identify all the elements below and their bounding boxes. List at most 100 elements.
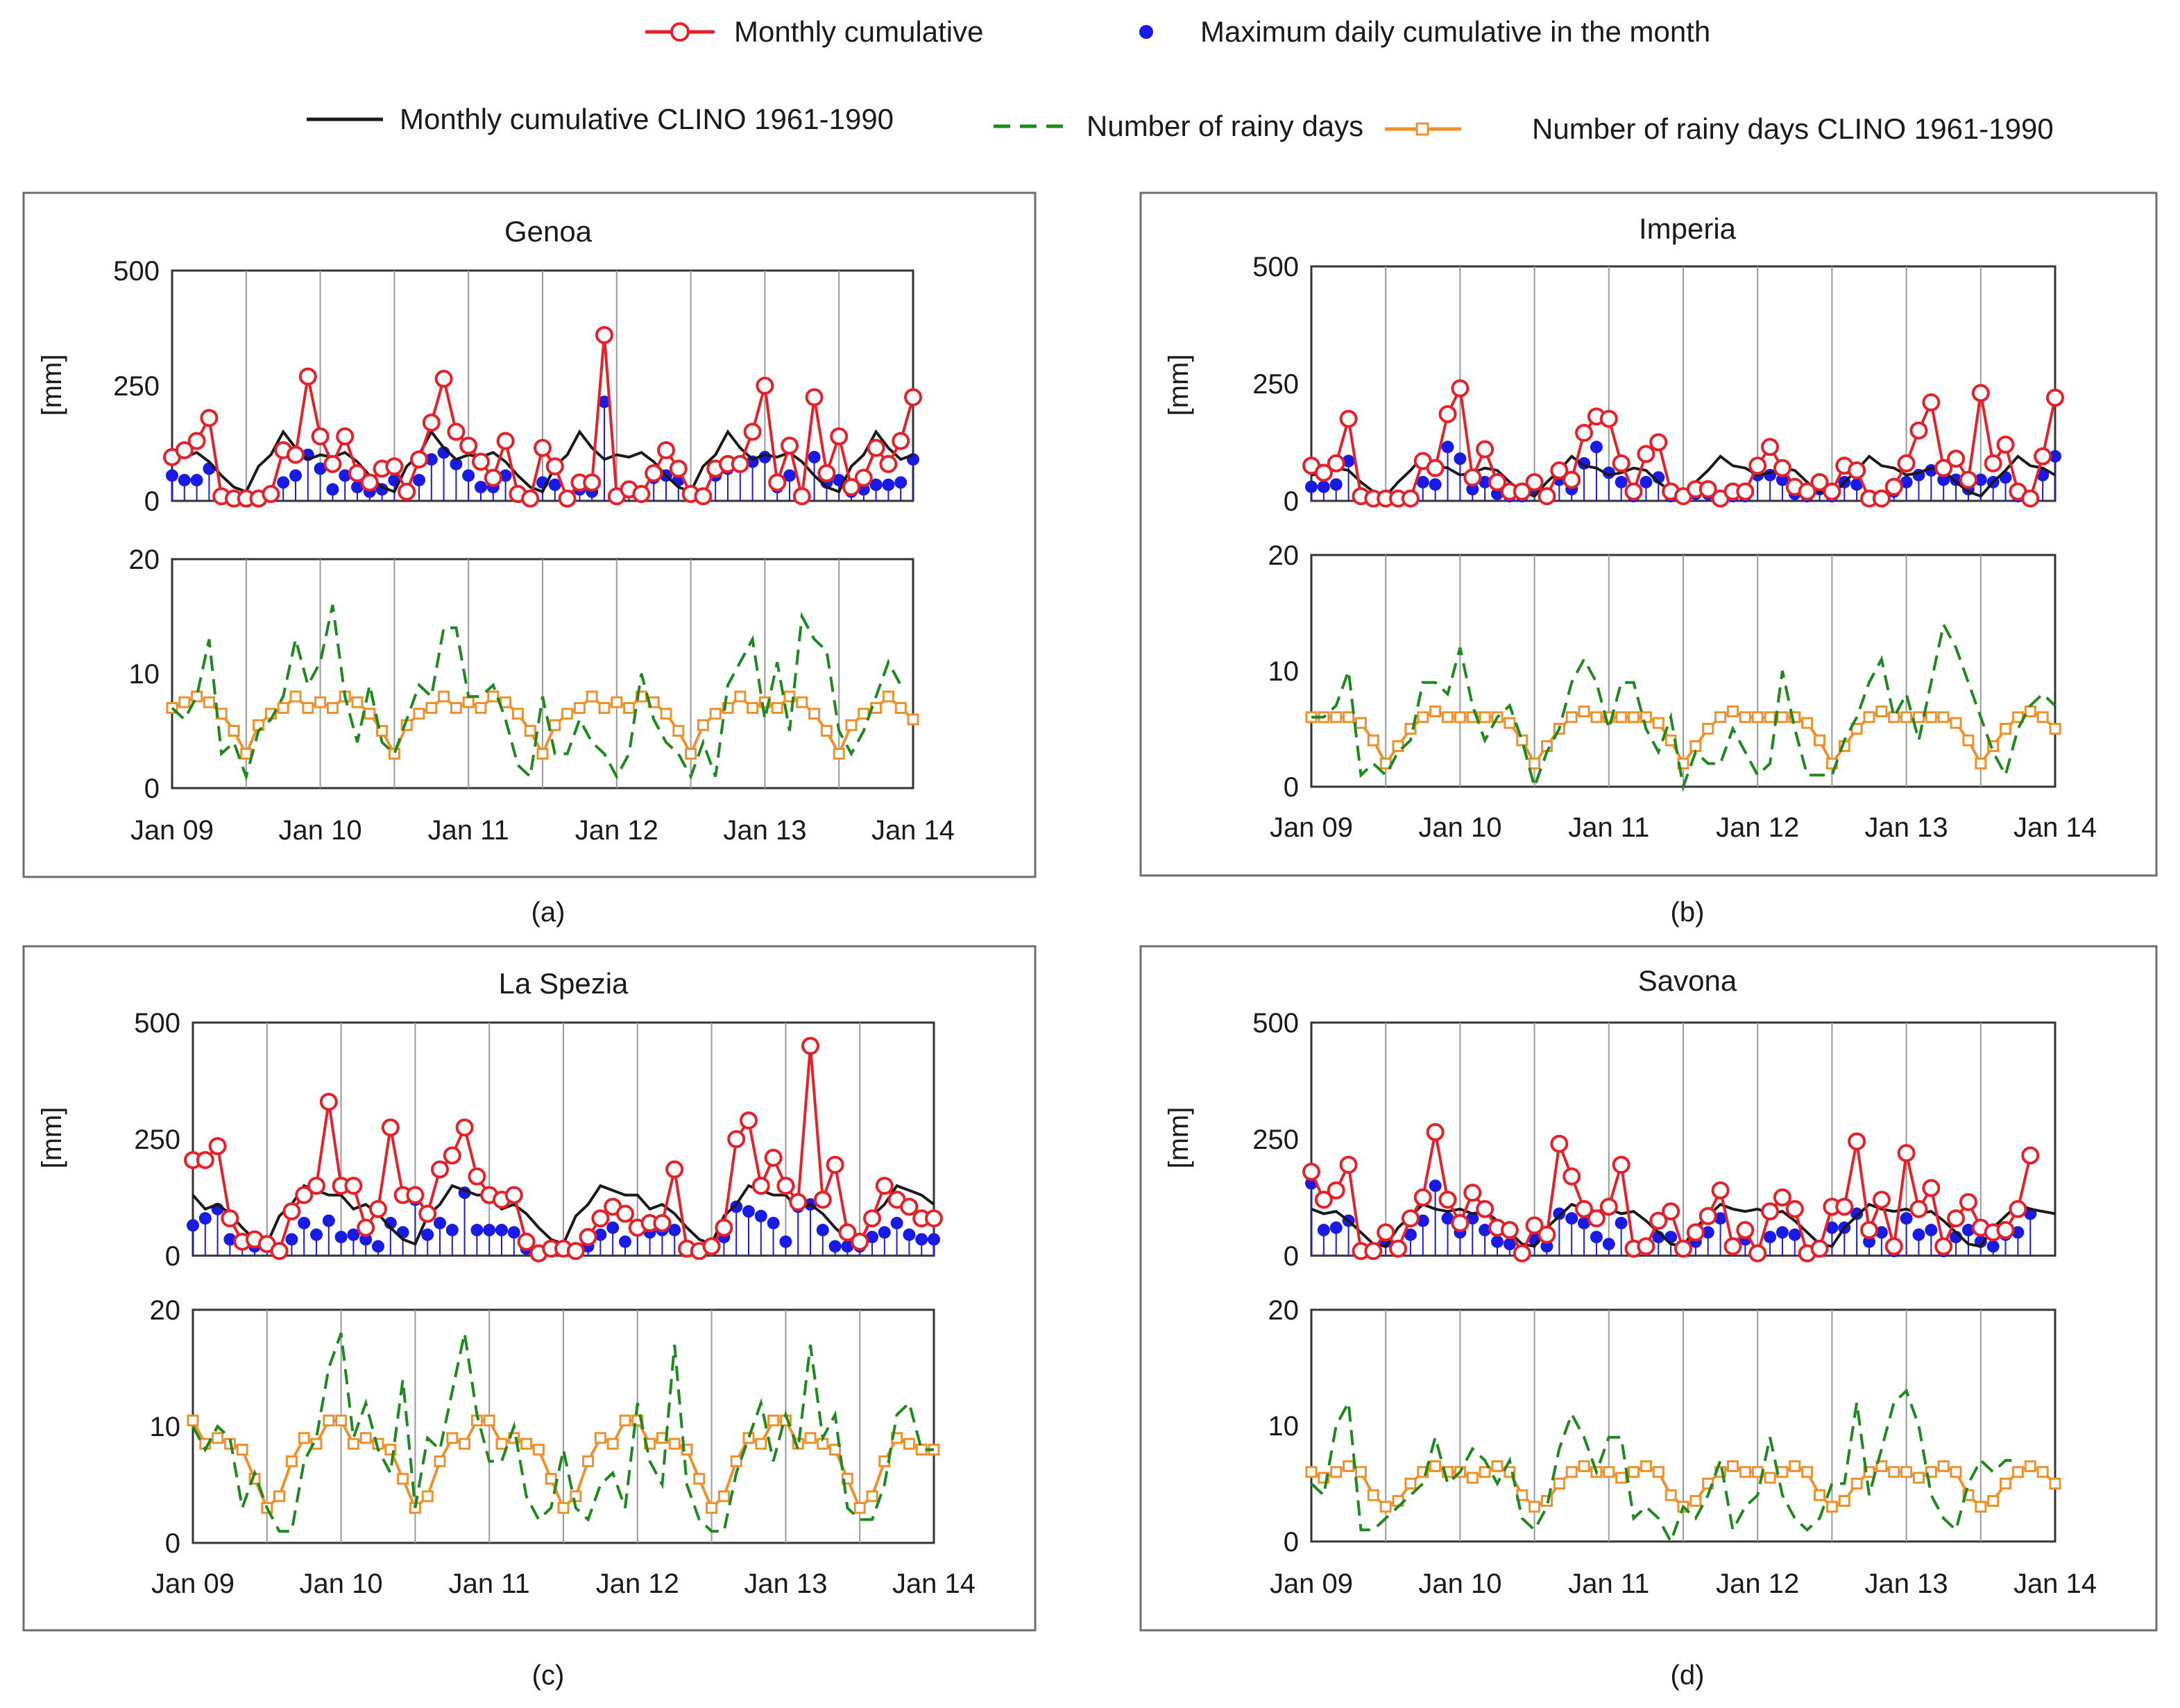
rainy-clino-point xyxy=(1912,1471,1925,1484)
maxdaily-point xyxy=(1775,1226,1789,1239)
monthly-point xyxy=(1451,379,1470,398)
panel-frame xyxy=(1139,945,2158,1632)
rainy-clino-point xyxy=(2000,723,2012,735)
y-tick-label: 500 xyxy=(113,256,160,287)
rainy-clino-point xyxy=(520,1437,533,1450)
monthly-point xyxy=(900,1197,919,1216)
rainy-clino-point xyxy=(1578,1460,1590,1472)
y-tick-label: 20 xyxy=(1268,1295,1300,1326)
maxdaily-point xyxy=(1590,1231,1603,1244)
monthly-point xyxy=(805,388,824,407)
rainy-clino-point xyxy=(289,690,302,703)
monthly-point xyxy=(1401,489,1420,508)
y-tick-label: 250 xyxy=(1252,369,1299,400)
maxdaily-point xyxy=(1416,1214,1429,1227)
maxdaily-point xyxy=(1491,1235,1504,1248)
rainy-days-line xyxy=(191,1332,934,1533)
maxdaily-point xyxy=(166,469,178,482)
monthly-point xyxy=(517,1232,536,1251)
monthly-point xyxy=(484,468,502,487)
monthly-point xyxy=(406,1186,425,1204)
maxdaily-point xyxy=(198,1212,212,1225)
rainy-clino-point xyxy=(2024,705,2036,717)
rainy-clino-point xyxy=(314,696,327,708)
maxdaily-point xyxy=(828,1240,842,1253)
rainy-clino-point xyxy=(532,1444,545,1456)
legend-label-monthly: Monthly cumulative xyxy=(734,15,983,48)
rainy-clino-point xyxy=(1689,1495,1702,1508)
panel-label: (b) xyxy=(1671,897,1705,928)
rainy-clino-point xyxy=(1801,1466,1814,1478)
monthly-point xyxy=(1538,1225,1556,1244)
maxdaily-point xyxy=(1850,478,1864,491)
rainy-clino-point xyxy=(1689,740,1702,753)
monthly-point xyxy=(2034,447,2052,466)
rainy-clino-point xyxy=(1354,717,1367,729)
monthly-point xyxy=(1463,1184,1482,1202)
maxdaily-point xyxy=(548,478,561,491)
legend-marker-monthly xyxy=(670,22,690,42)
maxdaily-point xyxy=(783,469,796,482)
monthly-point xyxy=(566,1242,585,1261)
maxdaily-point xyxy=(351,481,364,494)
monthly-point xyxy=(1897,454,1916,472)
y-axis-label: [mm] xyxy=(37,1107,67,1169)
rainy-clino-point xyxy=(1565,1466,1578,1478)
monthly-point xyxy=(1463,468,1482,487)
panel-title: Imperia xyxy=(1639,212,1737,245)
monthly-point xyxy=(591,1209,610,1228)
monthly-point xyxy=(1314,1190,1333,1209)
monthly-point xyxy=(1513,1244,1531,1263)
monthly-point xyxy=(443,1146,461,1165)
rainy-clino-point xyxy=(228,725,240,737)
monthly-point xyxy=(1637,1237,1655,1256)
rainy-clino-point xyxy=(1466,1471,1479,1484)
rainy-clino-point xyxy=(1912,711,1925,724)
maxdaily-point xyxy=(434,1216,446,1229)
monthly-point xyxy=(1612,1155,1630,1174)
maxdaily-point xyxy=(277,476,290,489)
monthly-point xyxy=(1947,1209,1966,1228)
monthly-point xyxy=(1538,487,1556,506)
rainy-clino-point xyxy=(545,1473,557,1485)
rainy-clino-point xyxy=(1850,1478,1863,1489)
legend-label-rainy: Number of rainy days xyxy=(1087,110,1363,142)
panel-a: Genoa [mm] 500 250 0 20 10 0 Jan 09 Jan 10 Jan … xyxy=(22,191,1037,928)
rainy-clino-point xyxy=(1875,1460,1888,1472)
rainy-clino-point xyxy=(882,690,894,703)
rainy-clino-point xyxy=(1652,717,1664,729)
rainy-clino-point xyxy=(1528,758,1541,770)
monthly-point xyxy=(789,1193,808,1211)
monthly-point xyxy=(1835,1197,1854,1216)
monthly-point xyxy=(1599,1197,1618,1216)
rainy-clino-point xyxy=(1900,711,1913,724)
monthly-point xyxy=(1984,454,2002,472)
maxdaily-point xyxy=(1912,1228,1925,1241)
monthly-point xyxy=(1339,409,1358,428)
monthly-point xyxy=(1624,482,1643,501)
panel-b: Imperia [mm] 500 250 0 20 10 0 Jan 09 Jan 10 Ja… xyxy=(1139,191,2158,928)
monthly-point xyxy=(1377,1223,1395,1242)
rainy-clino-point xyxy=(1726,1460,1739,1472)
monthly-point xyxy=(2046,388,2064,407)
panel-d: Savona [mm] 500 250 0 20 10 0 Jan 09 Jan 10 Jan… xyxy=(1139,945,2158,1691)
rainy-clino-point xyxy=(462,696,475,708)
rainy-clino-point xyxy=(351,696,364,708)
maxdaily-point xyxy=(372,1240,384,1253)
x-tick-label: Jan 10 xyxy=(1418,812,1501,843)
monthly-point xyxy=(1327,454,1345,472)
rainy-clino-point xyxy=(1937,1460,1950,1472)
rainy-clino-point xyxy=(1739,1466,1751,1478)
rainy-clino-point xyxy=(326,702,339,714)
monthly-point xyxy=(1823,482,1841,501)
monthly-point xyxy=(208,1137,227,1156)
monthly-point xyxy=(838,1223,857,1242)
monthly-point xyxy=(1599,409,1618,428)
rainy-clino-point xyxy=(364,708,376,720)
legend-item-maxdaily: Maximum daily cumulative in the month xyxy=(1139,15,1710,48)
maxdaily-point xyxy=(1429,1179,1442,1193)
rainy-clino-point xyxy=(524,725,536,737)
rainy-clino-point xyxy=(1429,1460,1442,1472)
rainy-clino-point xyxy=(285,1455,298,1467)
monthly-point xyxy=(558,489,577,508)
